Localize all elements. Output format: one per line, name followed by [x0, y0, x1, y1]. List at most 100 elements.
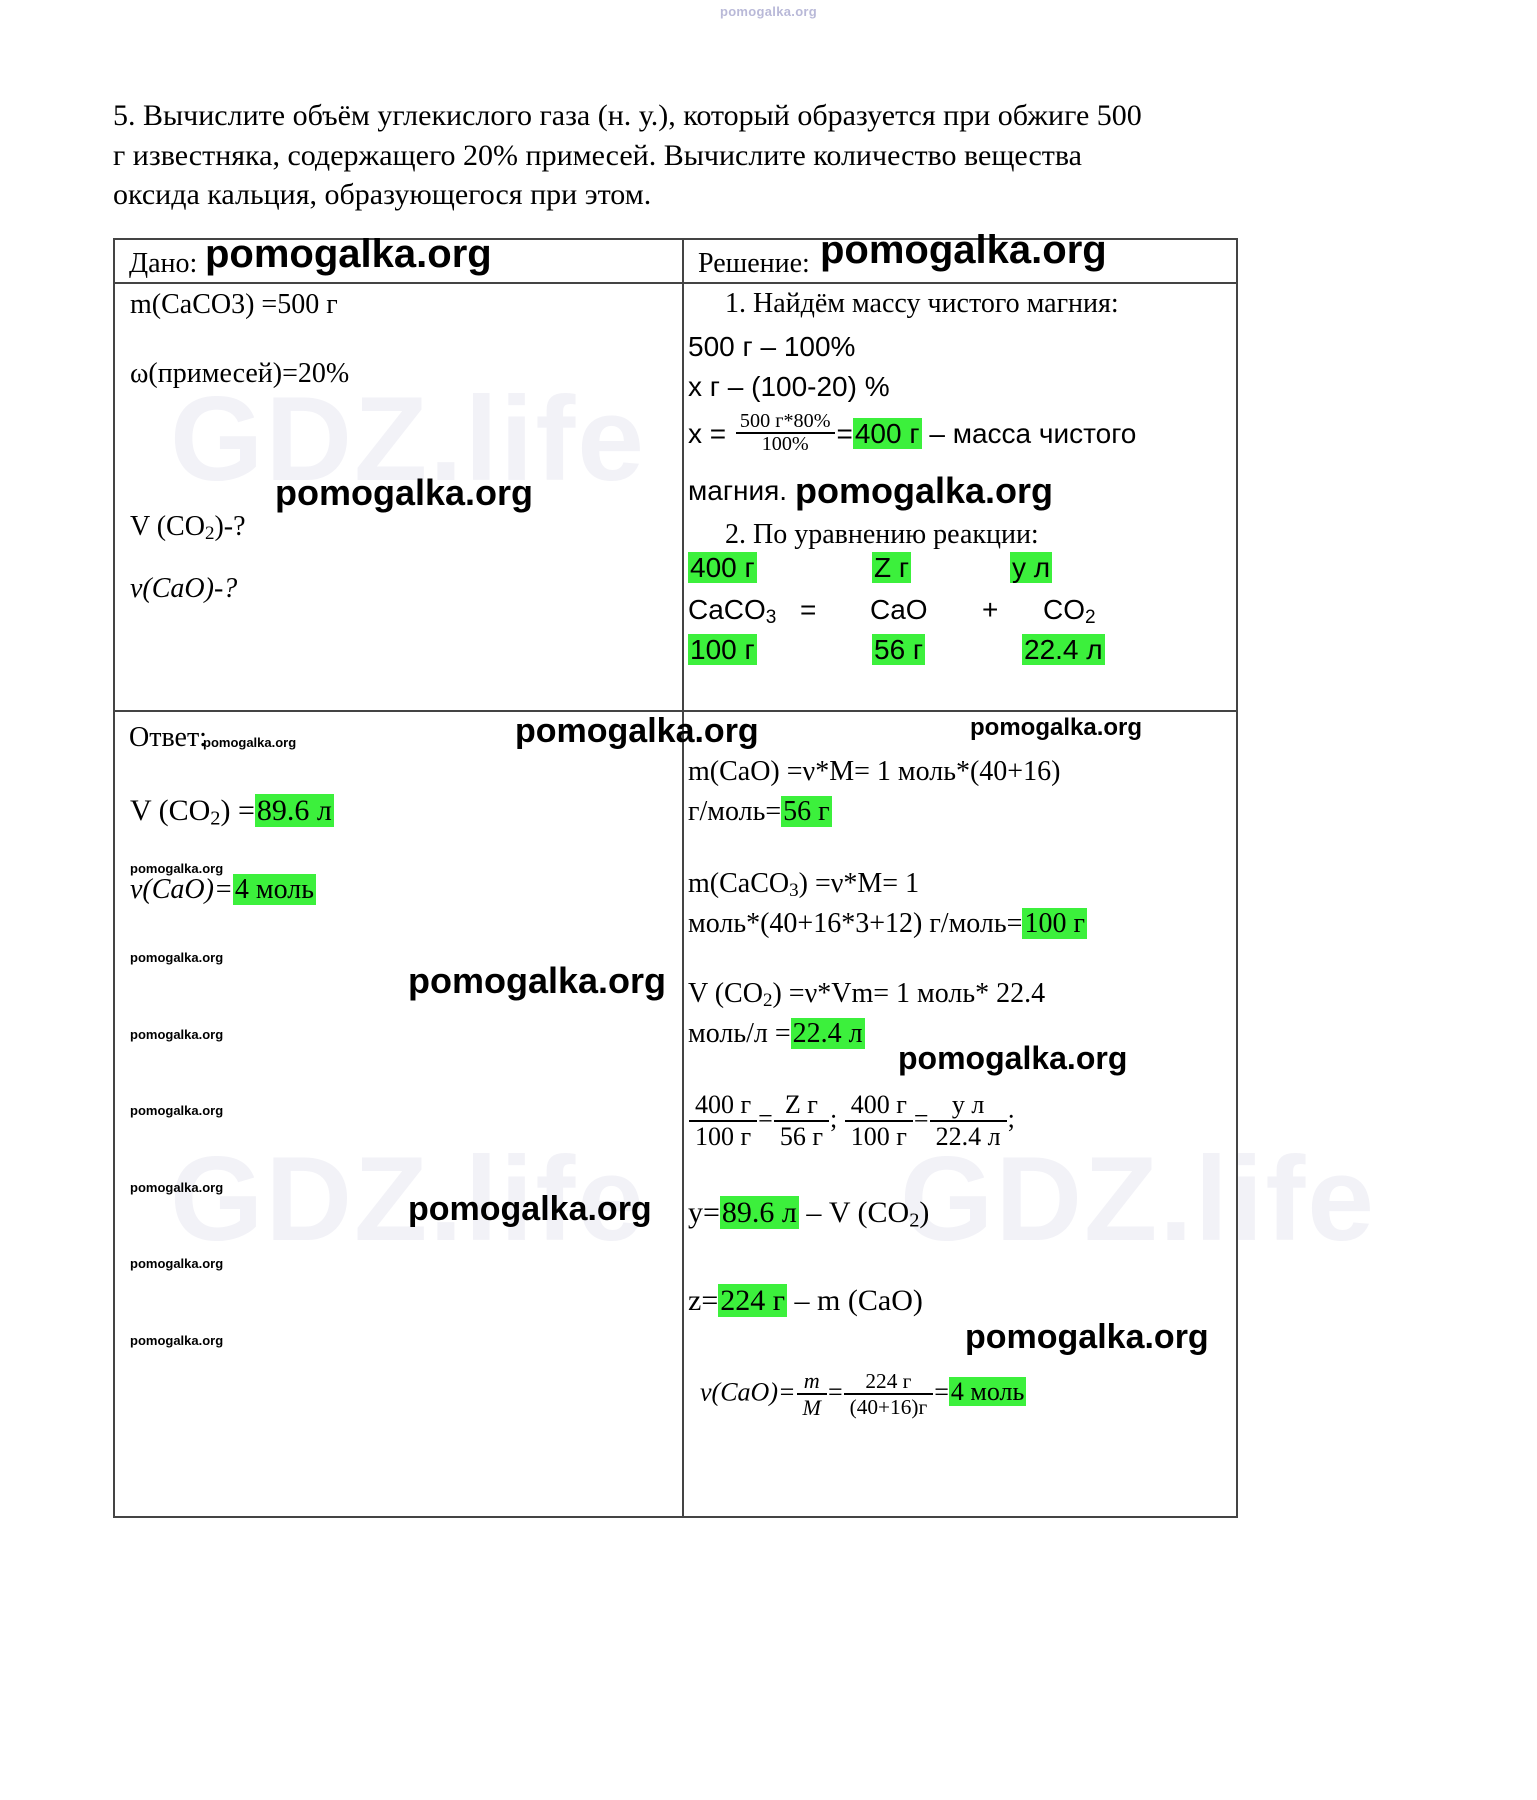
given-find-nu: ν(CaO)-? [130, 573, 238, 604]
table-vertical-divider [682, 240, 684, 1516]
solution-mcao-value: 56 г [781, 796, 832, 827]
solution-nu-prefix: ν(CaO)= [700, 1377, 796, 1407]
reaction-top-y: у л [1010, 552, 1053, 584]
answer-volume-value: 89.6 л [254, 794, 334, 827]
problem-line-3: оксида кальция, образующегося при этом. [113, 178, 652, 212]
prop2-num-right: у л [951, 1090, 985, 1119]
prop2-equals: = [913, 1103, 929, 1133]
solution-x-fraction: 500 г*80% 100% [735, 410, 835, 456]
watermark-large-2: pomogalka.org [820, 228, 1107, 272]
solution-step2-title: 2. По уравнению реакции: [725, 519, 1039, 550]
given-mass: m(CaCO3) =500 г [130, 289, 338, 320]
prop2-num-left: 400 г [850, 1090, 907, 1119]
watermark-large-4: pomogalka.org [795, 470, 1054, 511]
given-header: Дано: [129, 248, 198, 279]
solution-vco2-sub: 2 [762, 990, 773, 1012]
problem-statement: 5. Вычислите объём углекислого газа (н. … [113, 96, 1253, 215]
prop2-right-fraction: у л 22.4 л [929, 1090, 1007, 1152]
nu-frac-values: 224 г (40+16)г [843, 1369, 934, 1420]
reaction-caco3-sub: 3 [765, 607, 777, 629]
solution-mcaco3-line2: моль*(40+16*3+12) г/моль=100 г [688, 908, 1087, 940]
prop2-den-right: 22.4 л [929, 1119, 1007, 1152]
prop2-den-left: 100 г [844, 1119, 913, 1152]
prop1-num-right: Z г [784, 1090, 818, 1119]
given-find-volume-sub: 2 [204, 523, 215, 545]
solution-mcao-line1: m(CaO) =ν*М= 1 моль*(40+16) [688, 756, 1061, 787]
nu-frac-den-M: M [796, 1393, 827, 1420]
solution-y-prefix: y= [688, 1196, 720, 1229]
solution-y-tail-sub: 2 [909, 1209, 920, 1232]
reaction-top-y-value: у л [1010, 552, 1053, 583]
reaction-co2-label: CO [1043, 594, 1085, 625]
reaction-top-known: 400 г [688, 552, 757, 584]
nu-equals-1: = [827, 1377, 843, 1407]
reaction-top-z-value: Z г [872, 552, 912, 583]
watermark-small-2: pomogalka.org [130, 950, 224, 965]
reaction-caco3-label: CaCO [688, 594, 766, 625]
ghost-watermark-bottom-right: GDZ.life [900, 1132, 1377, 1266]
reaction-bottom-mid: 56 г [872, 634, 926, 666]
solution-y-result: y=89.6 л – V (CO2) [688, 1196, 929, 1232]
reaction-bottom-right: 22.4 л [1022, 634, 1105, 666]
prop1-equals: = [758, 1103, 773, 1133]
solution-z-prefix: z= [688, 1284, 719, 1317]
solution-proportions: 400 г 100 г = Z г 56 г; 400 г 100 г = у л 22.4 л… [688, 1090, 1015, 1152]
answer-header: Ответ: [129, 722, 207, 753]
solution-z-value: 224 г [718, 1284, 788, 1317]
solution-x-tail: – масса чистого [921, 417, 1137, 449]
ghost-watermark-top: GDZ.life [170, 372, 647, 506]
watermark-large-5: pomogalka.org [515, 712, 759, 750]
solution-proportion-line1: 500 г – 100% [688, 331, 856, 362]
watermark-large-6: pomogalka.org [970, 714, 1143, 741]
solution-mcao-prefix: г/моль= [688, 796, 782, 827]
prop2-semicolon: ; [1007, 1103, 1015, 1133]
solution-x-equation: х = 500 г*80% 100% =400 г – масса чистого [688, 410, 1137, 458]
reaction-bottom-right-value: 22.4 л [1022, 634, 1105, 665]
prop1-num-left: 400 г [695, 1090, 752, 1119]
reaction-plus: + [982, 594, 999, 625]
reaction-formula-cao: CaO [870, 594, 928, 625]
solution-vco2-value: 22.4 л [790, 1018, 865, 1049]
prop1-left-fraction: 400 г 100 г [689, 1090, 758, 1152]
solution-mcaco3-sub: 3 [789, 880, 799, 902]
prop1-den-left: 100 г [689, 1119, 758, 1152]
reaction-bottom-mid-value: 56 г [872, 634, 926, 665]
nu-equals-2: = [934, 1377, 949, 1407]
watermark-small-7: pomogalka.org [130, 1333, 224, 1348]
solution-step1-title: 1. Найдём массу чистого магния: [725, 288, 1119, 319]
solution-x-value: 400 г [852, 417, 922, 449]
solution-mcaco3-value: 100 г [1022, 908, 1087, 939]
given-find-volume-tail: )-? [214, 511, 246, 542]
solution-vco2-tail: ) =ν*Vm= 1 моль* 22.4 [772, 978, 1046, 1009]
watermark-large-1: pomogalka.org [205, 232, 492, 276]
watermark-small-6: pomogalka.org [130, 1256, 224, 1271]
solution-vco2-line2: моль/л =22.4 л [688, 1018, 865, 1050]
solution-x-frac-den: 100% [735, 432, 835, 455]
reaction-co2-sub: 2 [1085, 607, 1096, 629]
solution-vco2-label: V (CO [688, 978, 763, 1009]
solution-mcaco3-label: m(CaCO [688, 868, 790, 899]
answer-volume: V (CO2) =89.6 л [130, 794, 334, 830]
prop1-semicolon: ; [830, 1103, 838, 1133]
top-site-watermark: pomogalka.org [719, 4, 818, 19]
solution-table: Дано: Решение: Ответ: [113, 238, 1238, 1518]
solution-vco2-line1: V (CO2) =ν*Vm= 1 моль* 22.4 [688, 978, 1045, 1012]
reaction-top-known-value: 400 г [688, 552, 757, 583]
solution-x-eq-sign: = [836, 417, 853, 449]
reaction-equals: = [800, 594, 817, 625]
solution-vco2-prefix: моль/л = [688, 1018, 791, 1049]
reaction-bottom-left-value: 100 г [688, 634, 757, 665]
given-find-volume: V (CO2)-? [130, 511, 246, 545]
solution-x-frac-num: 500 г*80% [739, 410, 831, 432]
watermark-small-5: pomogalka.org [130, 1180, 224, 1195]
answer-nu-label: ν(CaO)= [130, 874, 233, 905]
watermark-small-1: pomogalka.org [130, 861, 224, 876]
solution-nu-result: ν(CaO)= m M = 224 г (40+16)г =4 моль [700, 1368, 1027, 1421]
reaction-formula-co2: CO2 [1043, 594, 1096, 629]
solution-y-tail-a: – V (CO [798, 1196, 910, 1229]
watermark-small-3: pomogalka.org [130, 1027, 224, 1042]
reaction-formula-caco3: CaCO3 [688, 594, 776, 629]
solution-proportion-line2: х г – (100-20) % [688, 371, 890, 402]
watermark-large-9: pomogalka.org [408, 1190, 652, 1228]
solution-x-tail2: магния. [688, 475, 788, 506]
